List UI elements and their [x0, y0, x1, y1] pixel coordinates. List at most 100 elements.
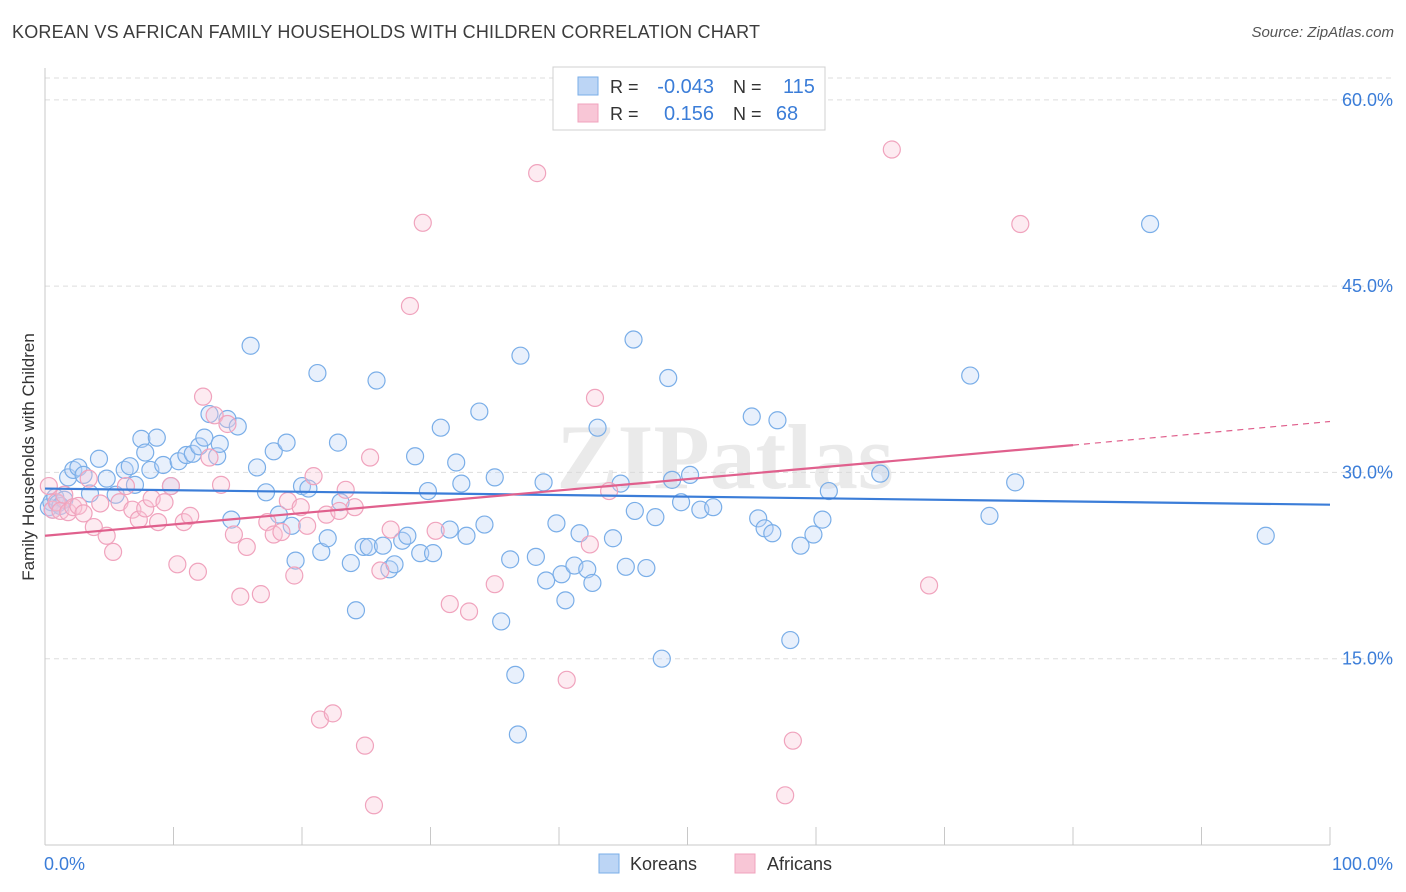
data-point: [882, 140, 901, 159]
legend-label-koreans: Koreans: [630, 854, 697, 874]
data-point: [452, 474, 471, 493]
data-point: [411, 544, 430, 563]
data-point: [552, 565, 571, 584]
data-point: [624, 330, 643, 349]
stats-swatch-africans: [577, 103, 599, 123]
gridlines: [45, 77, 1395, 660]
data-point: [237, 537, 256, 557]
data-point: [475, 515, 494, 534]
data-point: [381, 520, 400, 539]
data-point: [485, 468, 504, 487]
data-point: [526, 547, 545, 566]
data-point: [1006, 473, 1025, 492]
data-point: [588, 418, 607, 437]
data-point: [155, 493, 174, 512]
data-point: [492, 612, 511, 631]
data-point: [625, 501, 644, 521]
data-point: [361, 448, 380, 467]
data-point: [364, 796, 384, 815]
data-point: [323, 704, 342, 723]
data-point: [188, 562, 208, 581]
data-point: [557, 670, 576, 689]
data-point: [763, 524, 782, 543]
trend-line-africans-extension: [1072, 420, 1331, 446]
data-point: [371, 561, 390, 580]
data-point: [400, 296, 420, 316]
stats-r-value-africans: 0.156: [664, 103, 714, 125]
data-point: [585, 388, 605, 408]
data-point: [218, 414, 237, 434]
data-point: [148, 512, 168, 532]
data-point: [578, 560, 597, 579]
chart-source: Source: ZipAtlas.com: [1251, 24, 1394, 41]
data-point: [120, 457, 139, 476]
y-tick-label: 45.0%: [1342, 276, 1393, 296]
axes: [44, 68, 1331, 846]
data-point: [210, 434, 229, 453]
data-point: [749, 509, 768, 528]
data-point: [55, 485, 74, 504]
data-point: [200, 448, 219, 467]
data-point: [423, 544, 443, 563]
stats-n-label-africans: N =: [733, 104, 762, 124]
data-point: [1256, 526, 1275, 545]
data-point: [355, 736, 375, 755]
data-point: [603, 529, 623, 548]
data-point: [528, 164, 547, 183]
stats-box: R = -0.043 N = 115 R = 0.156 N = 68: [552, 66, 826, 131]
data-point: [177, 445, 196, 465]
stats-n-label-koreans: N =: [733, 77, 762, 97]
data-point: [646, 508, 665, 527]
y-axis-label: Family Households with Children: [19, 333, 38, 581]
data-point: [318, 529, 337, 548]
data-point: [161, 476, 181, 496]
data-point: [336, 480, 355, 499]
data-point: [328, 433, 348, 452]
data-point: [74, 504, 93, 523]
data-point: [680, 465, 700, 485]
stats-n-value-koreans: 115: [783, 76, 815, 98]
legend-swatch-koreans: [598, 853, 620, 874]
data-point: [264, 442, 283, 461]
y-tick-label: 30.0%: [1342, 462, 1393, 482]
data-point: [373, 536, 393, 555]
data-point: [637, 558, 656, 578]
data-point: [671, 493, 691, 512]
legend-label-africans: Africans: [767, 854, 832, 874]
data-point: [980, 506, 999, 525]
data-point: [190, 437, 209, 456]
data-point: [231, 587, 250, 606]
x-tick-label-min: 0.0%: [44, 854, 85, 874]
data-point: [39, 476, 58, 496]
data-point: [193, 387, 213, 406]
data-point: [247, 458, 267, 477]
legend: Koreans Africans: [598, 853, 832, 874]
data-point: [583, 573, 602, 593]
data-point: [791, 536, 810, 555]
data-point: [1140, 214, 1160, 234]
data-point: [195, 428, 214, 447]
data-point: [308, 363, 327, 383]
data-point: [781, 630, 800, 650]
data-point: [426, 521, 445, 540]
data-point: [147, 428, 166, 447]
data-point: [447, 453, 466, 472]
data-point: [511, 346, 530, 365]
data-point: [393, 531, 412, 550]
y-tick-label: 15.0%: [1342, 649, 1393, 669]
data-point: [440, 594, 459, 614]
data-point: [413, 213, 432, 232]
data-point: [205, 406, 224, 425]
data-point: [813, 510, 832, 529]
data-point: [506, 665, 525, 684]
data-point: [742, 407, 761, 426]
data-point: [1011, 214, 1030, 234]
trend-lines: [44, 420, 1331, 537]
chart-title: KOREAN VS AFRICAN FAMILY HOUSEHOLDS WITH…: [12, 22, 761, 42]
legend-swatch-africans: [734, 853, 756, 874]
data-point: [154, 455, 173, 475]
data-point: [123, 500, 142, 519]
data-point: [440, 520, 459, 539]
data-point: [89, 449, 109, 468]
